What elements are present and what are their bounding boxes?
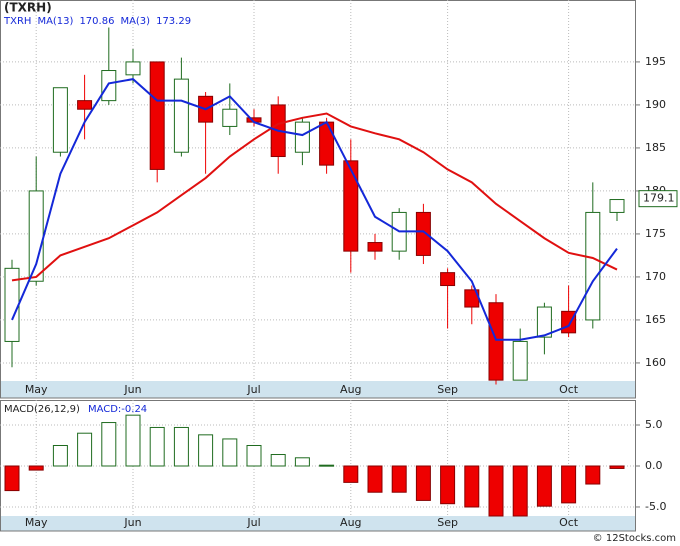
macd-bar xyxy=(343,465,359,483)
candle-body xyxy=(343,160,359,252)
price-panel-frame xyxy=(0,0,636,399)
legend-value: 170.86 xyxy=(79,16,114,27)
candle-body xyxy=(125,61,141,76)
candle-body xyxy=(561,310,577,334)
footer: © 12Stocks.com xyxy=(593,533,676,544)
macd-bar xyxy=(367,465,383,493)
candle-body xyxy=(367,242,383,252)
y-tick-label: 165 xyxy=(645,313,666,326)
legend-title: MACD(26,12,9) xyxy=(4,404,80,415)
x-tick-label: May xyxy=(25,516,48,529)
last-price-box xyxy=(638,190,678,208)
y-tick-label: 185 xyxy=(645,141,666,154)
candle-body xyxy=(149,61,165,170)
x-tick-label: Sep xyxy=(437,516,458,529)
chart-title: (TXRH) xyxy=(4,1,52,15)
candle-body xyxy=(609,199,625,213)
candle-body xyxy=(585,211,601,321)
candle-body xyxy=(319,121,335,166)
macd-bar xyxy=(173,426,189,467)
moving-average-line xyxy=(11,112,618,282)
legend-entry: MA(13) xyxy=(37,16,73,27)
x-tick-label: Jul xyxy=(246,516,260,529)
macd-bar xyxy=(294,457,310,467)
macd-bar xyxy=(464,465,480,508)
candle-body xyxy=(415,211,431,256)
x-tick-label: Aug xyxy=(340,516,361,529)
legend: TXRH MA(13) 170.86 MA(3) 173.29 xyxy=(3,16,191,27)
candle-body xyxy=(52,87,68,153)
x-tick-label: Oct xyxy=(559,516,579,529)
macd-bar xyxy=(512,465,528,517)
last-price-label: 179.1 xyxy=(643,192,675,205)
y-tick-label: 5.0 xyxy=(645,418,663,431)
macd-bar xyxy=(28,465,44,471)
x-tick-label: Jun xyxy=(123,516,141,529)
candle-body xyxy=(101,70,117,102)
y-tick-label: 190 xyxy=(645,98,666,111)
x-tick-label: Oct xyxy=(559,383,579,396)
macd-bar xyxy=(149,426,165,467)
macd-bar xyxy=(561,465,577,504)
y-tick-label: 160 xyxy=(645,356,666,369)
candle-body xyxy=(294,121,310,153)
x-tick-label: Jul xyxy=(246,383,260,396)
macd-bar xyxy=(585,465,601,485)
macd-bar xyxy=(319,464,335,467)
macd-bar xyxy=(270,454,286,467)
macd-bar xyxy=(77,432,93,467)
legend: MACD(26,12,9) MACD:-0.24 xyxy=(4,404,147,415)
macd-bar xyxy=(52,444,68,467)
macd-bar xyxy=(4,465,20,492)
macd-bar xyxy=(222,438,238,467)
y-tick-label: -5.0 xyxy=(645,500,666,513)
y-tick-label: 170 xyxy=(645,270,666,283)
y-tick-label: 195 xyxy=(645,55,666,68)
candle-body xyxy=(440,272,456,287)
candle-body xyxy=(536,306,552,338)
legend-value: 173.29 xyxy=(156,16,191,27)
macd-bar xyxy=(391,465,407,493)
candle-body xyxy=(28,190,44,282)
legend-title: TXRH xyxy=(3,16,31,27)
x-tick-label: Sep xyxy=(437,383,458,396)
date-strip xyxy=(0,381,636,398)
y-tick-label: 175 xyxy=(645,227,666,240)
macd-bar xyxy=(488,465,504,517)
x-tick-label: Jun xyxy=(123,383,141,396)
y-tick-label: 0.0 xyxy=(645,459,663,472)
legend-value: MACD:-0.24 xyxy=(88,404,147,415)
macd-bar xyxy=(440,465,456,505)
x-tick-label: Aug xyxy=(340,383,361,396)
macd-bar xyxy=(101,422,117,467)
macd-bar xyxy=(609,465,625,469)
date-strip xyxy=(0,516,636,531)
candle-body xyxy=(222,108,238,127)
candle-body xyxy=(173,78,189,153)
legend-entry: MA(3) xyxy=(120,16,150,27)
macd-bar xyxy=(125,414,141,467)
macd-bar xyxy=(415,465,431,501)
candle-body xyxy=(77,100,93,110)
macd-bar xyxy=(198,434,214,467)
macd-bar xyxy=(246,444,262,467)
moving-average-line xyxy=(11,78,618,341)
x-tick-label: May xyxy=(25,383,48,396)
macd-bar xyxy=(536,465,552,507)
candle-body xyxy=(488,302,504,381)
candle-body xyxy=(512,340,528,381)
